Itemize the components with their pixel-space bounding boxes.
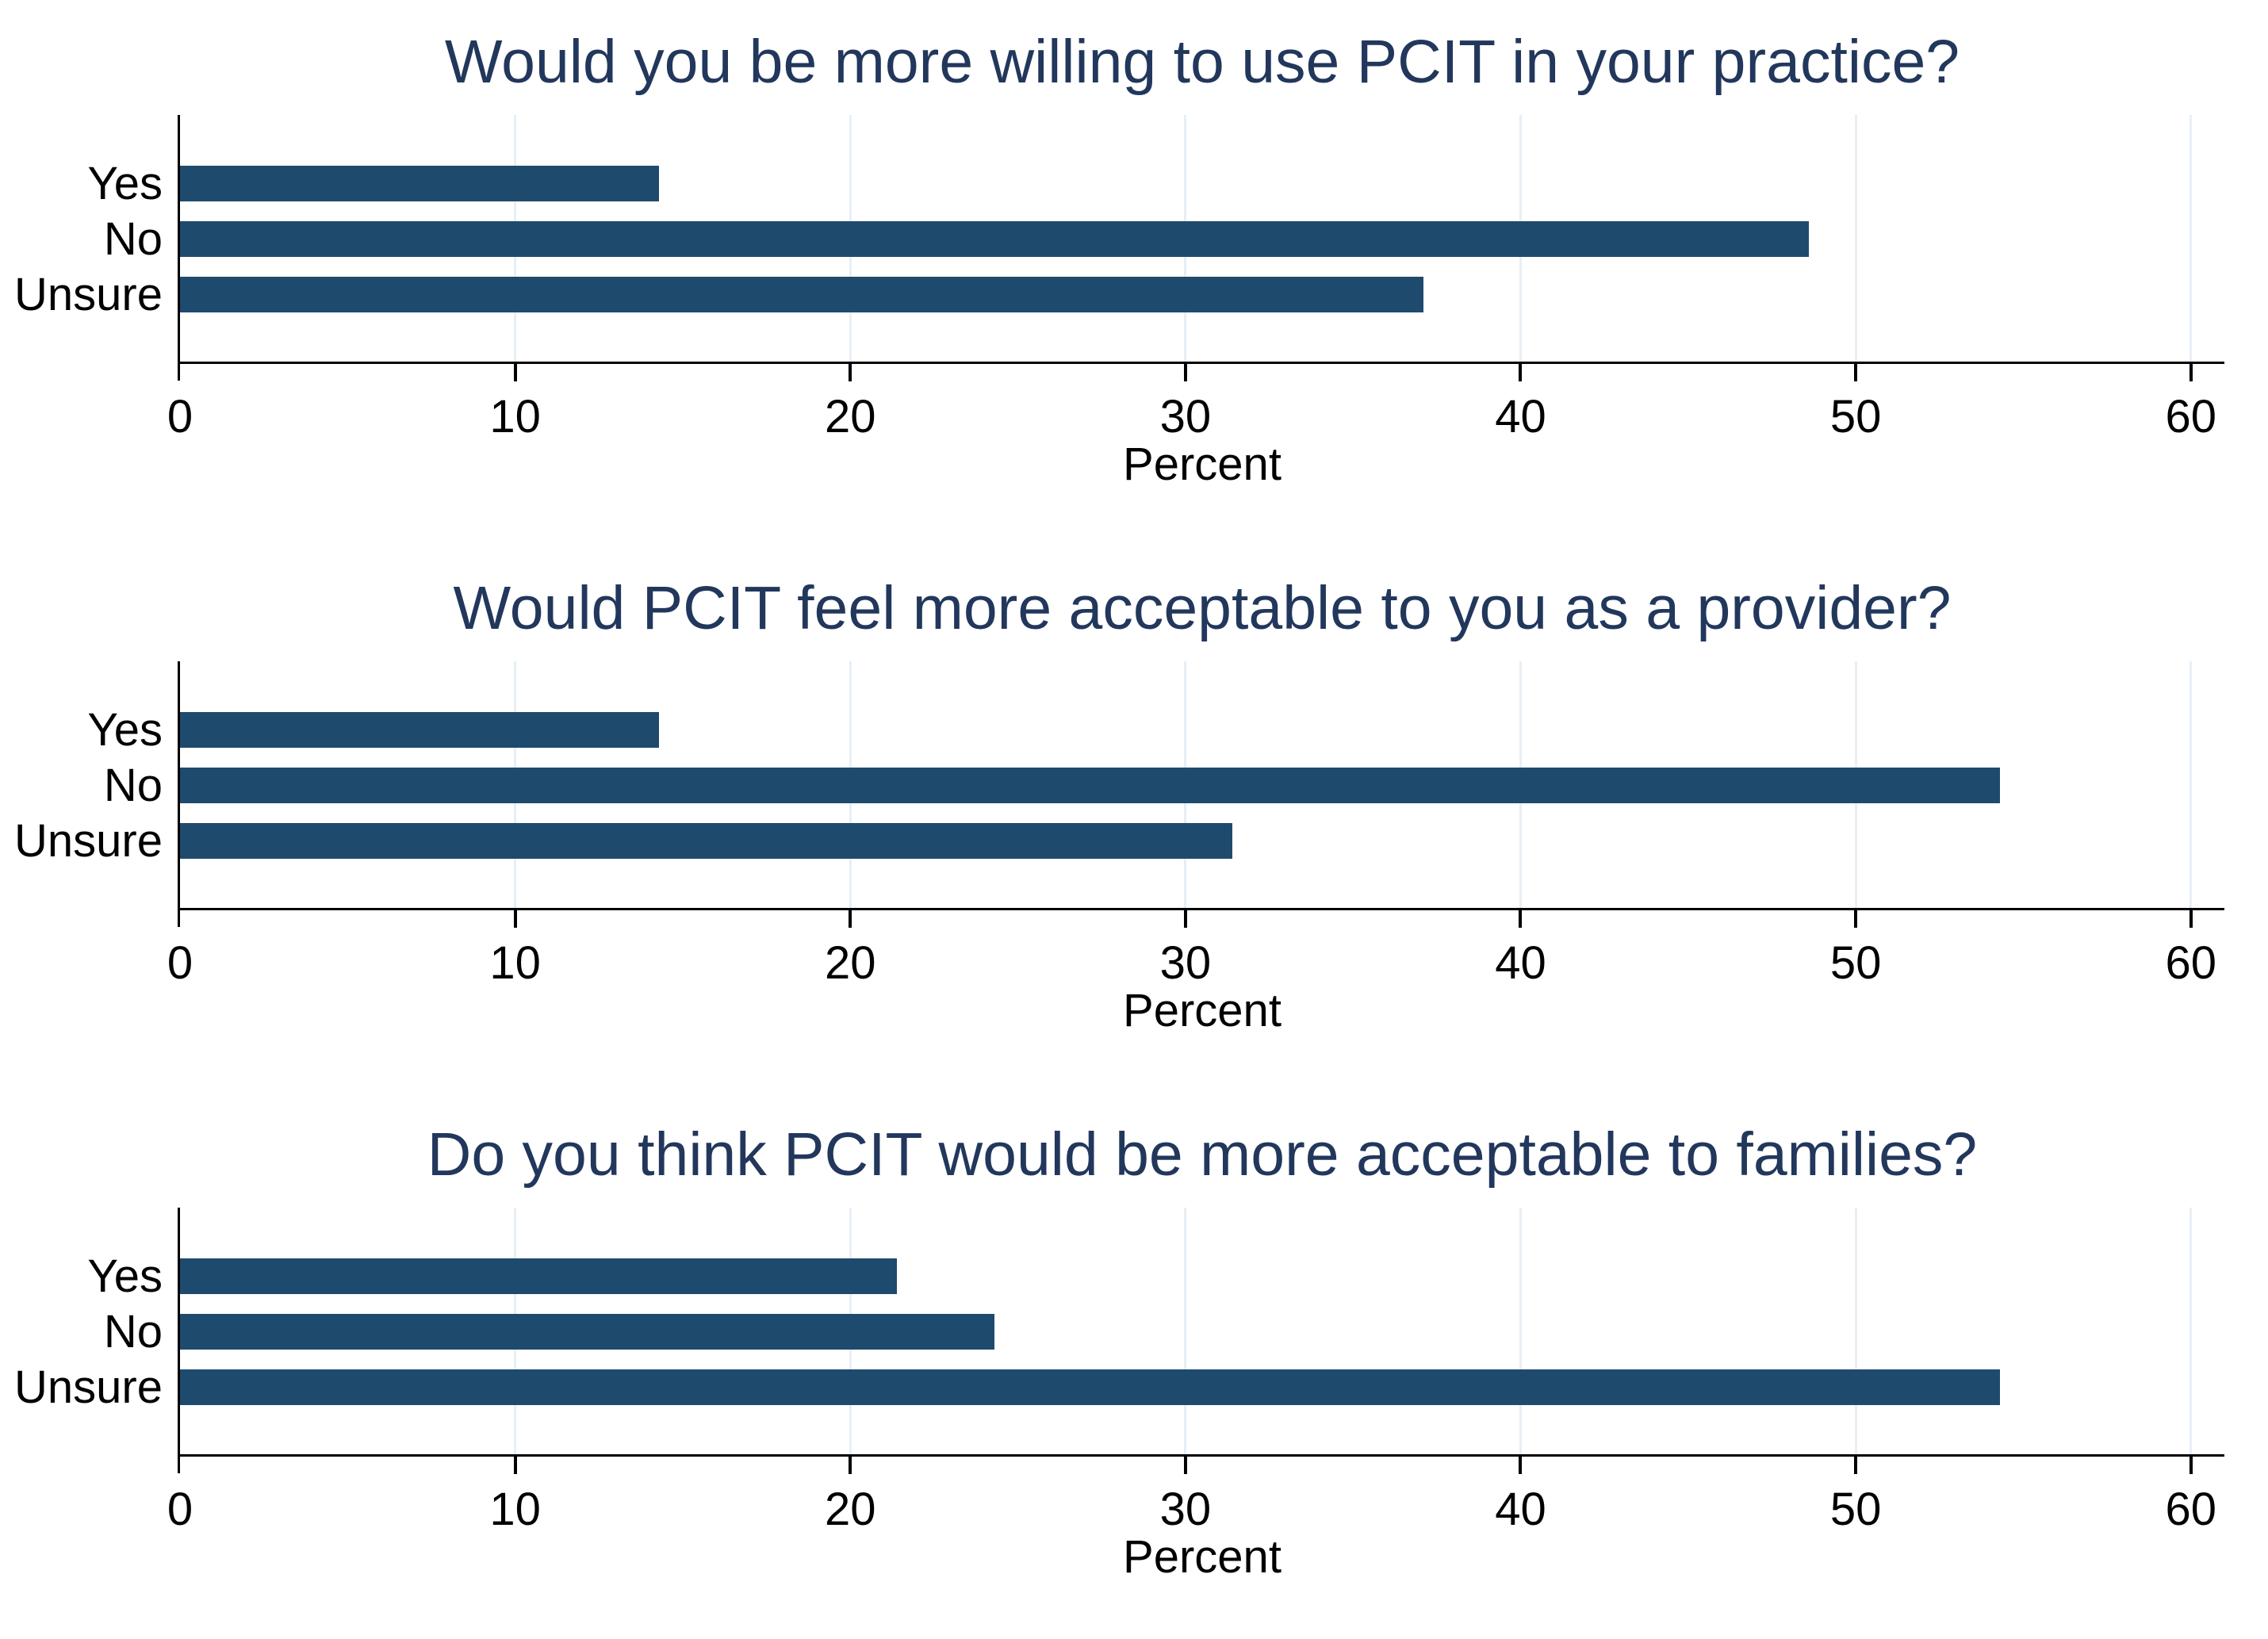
plot-area: Yes No Unsure 0 10 20 30 40 50 60 Percent: [14, 661, 2224, 1034]
chart-title: Do you think PCIT would be more acceptab…: [427, 1120, 1978, 1189]
x-tick-60: [2189, 364, 2193, 381]
bar-unsure: [180, 1369, 2000, 1405]
x-tick-label-50: 50: [1829, 937, 1882, 989]
gridline-30: [1184, 1208, 1187, 1454]
x-tick-10: [513, 1457, 517, 1474]
x-tick-30: [1183, 364, 1187, 381]
x-tick-10: [513, 364, 517, 381]
gridline-40: [1519, 1208, 1522, 1454]
category-label-yes: Yes: [87, 703, 163, 756]
x-tick-40: [1519, 910, 1523, 928]
x-tick-60: [2189, 910, 2193, 928]
gridline-50: [1854, 115, 1857, 362]
x-tick-label-40: 40: [1495, 937, 1546, 989]
x-tick-label-10: 10: [489, 391, 541, 442]
x-axis-label: Percent: [1123, 985, 1281, 1036]
gridline-60: [2189, 1208, 2193, 1454]
plot-area: Yes No Unsure 0 10 20 30 40 50 60 Percent: [14, 1208, 2224, 1580]
x-tick-label-20: 20: [824, 391, 876, 442]
bar-no: [180, 768, 2000, 803]
x-tick-label-60: 60: [2165, 937, 2216, 989]
category-label-unsure: Unsure: [14, 268, 163, 320]
x-axis-line: [178, 1454, 2224, 1457]
x-axis-line: [178, 908, 2224, 910]
category-label-no: No: [103, 759, 163, 811]
y-axis-line: [178, 1208, 180, 1473]
bar-yes: [180, 712, 660, 748]
category-label-yes: Yes: [87, 1250, 163, 1302]
bar-yes: [180, 1258, 898, 1294]
plot-area: Yes No Unsure 0 10 20 30 40 50 60 Percent: [14, 115, 2224, 488]
x-tick-label-20: 20: [824, 1484, 876, 1535]
x-axis-label: Percent: [1123, 1531, 1281, 1583]
y-axis-line: [178, 661, 180, 927]
x-tick-label-30: 30: [1159, 1484, 1212, 1535]
x-tick-label-50: 50: [1829, 1484, 1882, 1535]
x-tick-label-0: 0: [167, 1484, 193, 1535]
x-tick-label-40: 40: [1495, 1484, 1546, 1535]
x-tick-10: [513, 910, 517, 928]
x-tick-label-40: 40: [1495, 391, 1546, 442]
x-axis-line: [178, 362, 2224, 364]
x-tick-label-10: 10: [489, 937, 541, 989]
x-tick-40: [1519, 1457, 1523, 1474]
y-axis-line: [178, 115, 180, 381]
x-tick-label-60: 60: [2165, 391, 2216, 442]
bar-yes: [180, 166, 660, 201]
chart-block-1: Would you be more willing to use PCIT in…: [0, 0, 2268, 546]
bar-no: [180, 221, 1809, 257]
chart-block-3: Do you think PCIT would be more acceptab…: [0, 1093, 2268, 1639]
gridline-60: [2189, 115, 2193, 362]
x-tick-label-60: 60: [2165, 1484, 2216, 1535]
x-tick-40: [1519, 364, 1523, 381]
x-tick-label-30: 30: [1159, 391, 1212, 442]
x-tick-label-10: 10: [489, 1484, 541, 1535]
x-tick-50: [1854, 910, 1858, 928]
x-tick-50: [1854, 364, 1858, 381]
x-tick-label-30: 30: [1159, 937, 1212, 989]
x-tick-label-50: 50: [1829, 391, 1882, 442]
bar-no: [180, 1314, 994, 1350]
category-label-yes: Yes: [87, 157, 163, 209]
category-label-unsure: Unsure: [14, 814, 163, 867]
chart-block-2: Would PCIT feel more acceptable to you a…: [0, 546, 2268, 1093]
chart-title: Would you be more willing to use PCIT in…: [444, 28, 1960, 96]
gridline-50: [1854, 1208, 1857, 1454]
x-tick-20: [849, 1457, 852, 1474]
category-label-no: No: [103, 213, 163, 265]
x-axis-label: Percent: [1123, 438, 1281, 490]
category-label-unsure: Unsure: [14, 1361, 163, 1413]
x-tick-label-20: 20: [824, 937, 876, 989]
x-tick-20: [849, 364, 852, 381]
gridline-60: [2189, 661, 2193, 908]
x-tick-label-0: 0: [167, 937, 193, 989]
x-tick-30: [1183, 910, 1187, 928]
x-tick-60: [2189, 1457, 2193, 1474]
x-tick-label-0: 0: [167, 391, 193, 442]
bar-unsure: [180, 823, 1233, 859]
x-tick-30: [1183, 1457, 1187, 1474]
x-tick-50: [1854, 1457, 1858, 1474]
category-label-no: No: [103, 1305, 163, 1358]
x-tick-20: [849, 910, 852, 928]
bar-unsure: [180, 277, 1423, 312]
chart-title: Would PCIT feel more acceptable to you a…: [453, 574, 1952, 642]
